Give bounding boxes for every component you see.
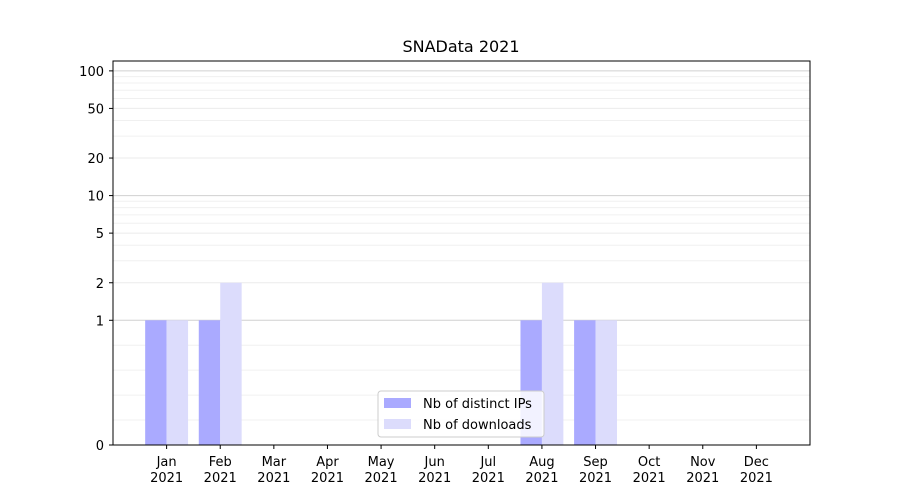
chart-title: SNAData 2021 [402,37,519,56]
bar-downloads [541,282,564,445]
bar-downloads [220,282,242,445]
x-tick-label-year: 2021 [204,471,237,486]
x-tick-label-year: 2021 [633,471,666,486]
bars [145,282,617,445]
x-tick-label-month: Jun [424,455,445,470]
legend-label: Nb of distinct IPs [423,397,532,412]
y-tick-label: 100 [79,65,104,80]
x-tick-label-month: Nov [690,455,716,470]
x-tick-label-month: May [368,455,395,470]
bar-ips [145,320,167,445]
x-tick-label-month: Apr [316,455,339,470]
bar-downloads [166,320,189,445]
x-tick-label-year: 2021 [418,471,451,486]
y-tick-label: 0 [96,439,104,454]
x-tick-label-year: 2021 [257,471,290,486]
y-tick-label: 1 [96,314,104,329]
legend-swatch [384,398,411,408]
grid-lines [113,70,810,421]
x-tick-label-month: Sep [583,455,608,470]
x-tick-label-year: 2021 [311,471,344,486]
bar-downloads [595,320,617,445]
x-tick-label-month: Dec [744,455,769,470]
plot-area-frame [112,60,811,446]
x-axis: Jan2021Feb2021Mar2021Apr2021May2021Jun20… [150,445,773,486]
x-tick-label-year: 2021 [686,471,719,486]
legend-box [377,390,545,438]
x-tick-label-month: Feb [209,455,232,470]
bar-ips [198,320,221,445]
x-tick-label-month: Aug [529,455,554,470]
legend-swatch [384,419,411,429]
x-tick-label-year: 2021 [365,471,398,486]
legend: Nb of distinct IPs Nb of downloads [377,390,545,438]
legend-label: Nb of downloads [423,418,532,433]
y-tick-label: 5 [96,227,104,242]
y-tick-label: 50 [87,102,104,117]
x-tick-label-year: 2021 [740,471,773,486]
y-axis: 0 1 2 5 10 20 50 100 [79,65,113,454]
y-tick-label: 20 [87,152,104,167]
x-tick-label-month: Mar [262,455,287,470]
x-tick-label-month: Jan [156,455,177,470]
bar-ips [574,320,596,445]
x-tick-label-year: 2021 [150,471,183,486]
x-tick-label-month: Jul [479,455,496,470]
x-tick-label-year: 2021 [525,471,558,486]
x-tick-label-month: Oct [638,455,660,470]
x-tick-label-year: 2021 [579,471,612,486]
y-tick-label: 2 [96,277,104,292]
y-tick-label: 10 [87,190,104,205]
x-tick-label-year: 2021 [472,471,505,486]
